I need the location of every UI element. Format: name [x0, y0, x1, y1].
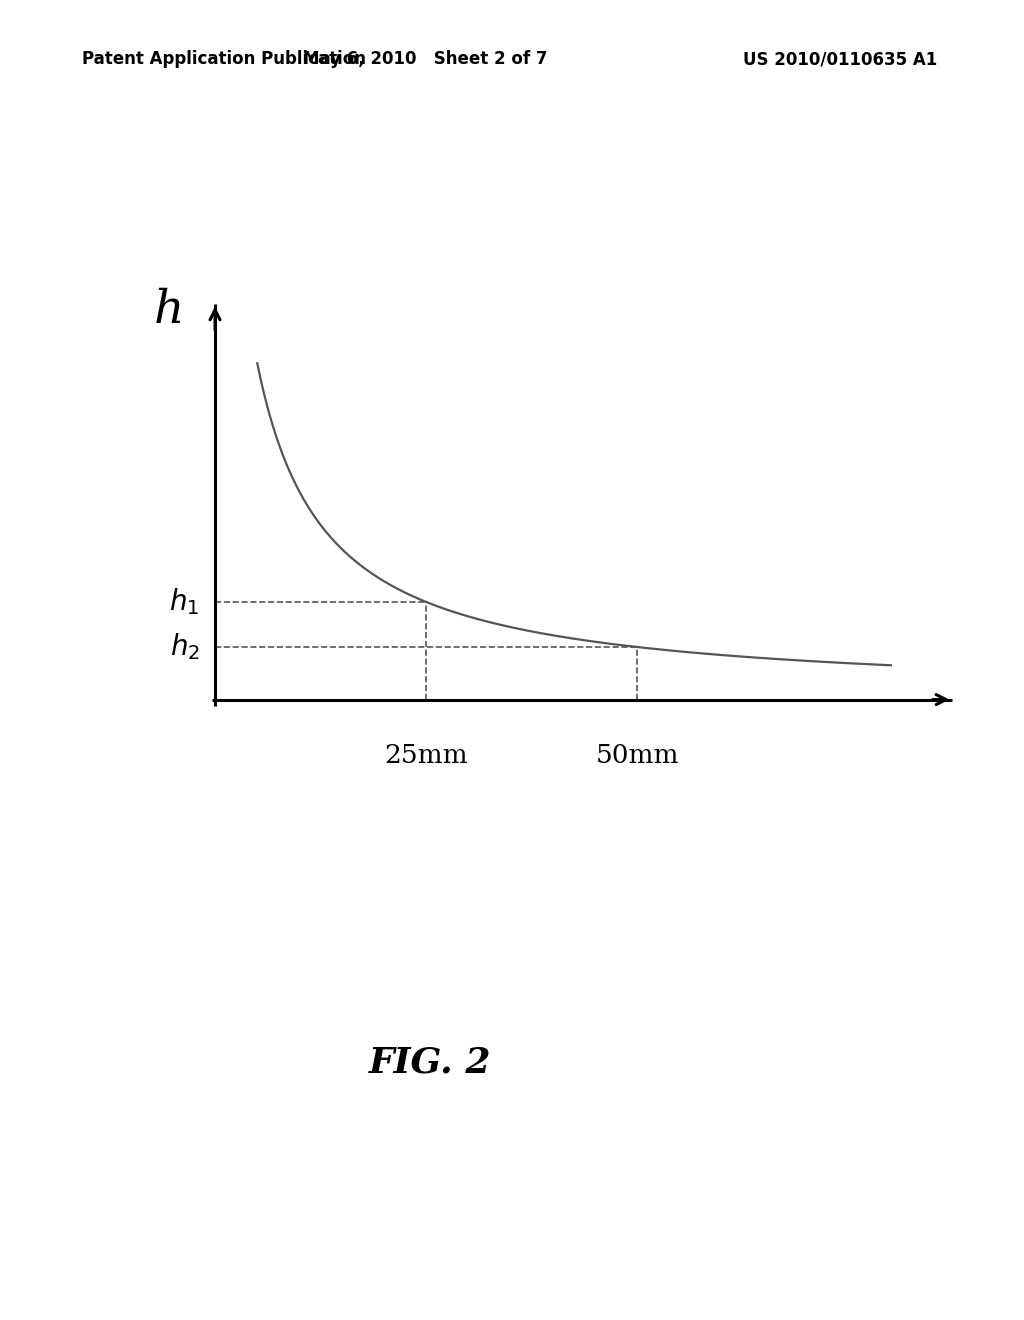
- Text: May 6, 2010   Sheet 2 of 7: May 6, 2010 Sheet 2 of 7: [303, 50, 547, 69]
- Text: Patent Application Publication: Patent Application Publication: [82, 50, 366, 69]
- Text: $h_2$: $h_2$: [170, 632, 200, 663]
- Text: h: h: [154, 288, 184, 333]
- Text: FIG. 2: FIG. 2: [369, 1045, 492, 1080]
- Text: 25mm: 25mm: [384, 743, 468, 768]
- Text: 50mm: 50mm: [596, 743, 679, 768]
- Text: US 2010/0110635 A1: US 2010/0110635 A1: [742, 50, 937, 69]
- Text: $h_1$: $h_1$: [169, 586, 200, 618]
